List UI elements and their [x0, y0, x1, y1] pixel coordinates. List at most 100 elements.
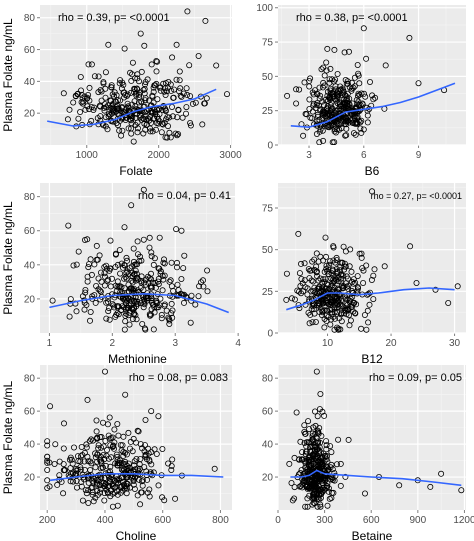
- data-point: [177, 85, 184, 92]
- data-point: [95, 286, 102, 293]
- data-point: [335, 278, 342, 285]
- data-point: [97, 453, 104, 460]
- data-point: [327, 65, 334, 72]
- data-point: [112, 251, 119, 258]
- data-point: [327, 87, 334, 94]
- data-point: [117, 441, 124, 448]
- data-point: [175, 131, 182, 138]
- data-point: [79, 471, 86, 478]
- data-point: [153, 68, 160, 75]
- data-point: [166, 315, 173, 322]
- chart-panel-3: 1 2 3 4 20 40 60 80 rho = 0.04, p= 0.41 Methionin…: [1, 183, 241, 366]
- data-point: [168, 466, 175, 473]
- data-points: [284, 25, 448, 145]
- data-point: [159, 494, 166, 501]
- data-point: [340, 99, 347, 106]
- data-point: [284, 92, 291, 99]
- data-point: [160, 256, 167, 263]
- data-point: [121, 466, 128, 473]
- data-point: [331, 477, 338, 484]
- data-point: [182, 110, 189, 117]
- data-point: [98, 97, 105, 104]
- data-point: [315, 438, 322, 445]
- data-point: [146, 493, 153, 500]
- data-point: [133, 92, 140, 99]
- data-point: [366, 79, 373, 86]
- data-point: [348, 268, 355, 275]
- data-point: [71, 444, 78, 451]
- data-point: [201, 100, 208, 107]
- data-point: [370, 296, 377, 303]
- data-point: [357, 119, 364, 126]
- data-point: [310, 91, 317, 98]
- plot-area: [40, 5, 232, 145]
- y-tick-label: 60: [24, 226, 36, 237]
- data-point: [101, 107, 108, 114]
- data-point: [350, 276, 357, 283]
- data-point: [314, 446, 321, 453]
- data-point: [326, 123, 333, 130]
- data-point: [113, 476, 120, 483]
- data-point: [371, 266, 378, 273]
- data-point: [296, 270, 303, 277]
- data-point: [140, 236, 147, 243]
- data-point: [121, 45, 128, 52]
- data-point: [334, 92, 341, 99]
- data-point: [355, 72, 362, 79]
- data-point: [328, 461, 335, 468]
- y-tick-label: 0: [267, 141, 273, 152]
- data-point: [356, 91, 363, 98]
- data-point: [77, 74, 84, 81]
- data-point: [298, 467, 305, 474]
- data-point: [114, 420, 121, 427]
- data-point: [304, 503, 311, 510]
- data-point: [335, 436, 342, 443]
- data-point: [344, 118, 351, 125]
- data-point: [148, 109, 155, 116]
- data-point: [326, 261, 333, 268]
- data-point: [73, 261, 80, 268]
- data-points: [283, 188, 461, 333]
- data-point: [322, 234, 329, 241]
- data-point: [341, 96, 348, 103]
- data-point: [134, 427, 141, 434]
- data-point: [86, 438, 93, 445]
- data-point: [77, 458, 84, 465]
- data-point: [119, 292, 126, 299]
- data-point: [44, 457, 51, 464]
- data-point: [101, 490, 108, 497]
- data-point: [101, 104, 108, 111]
- plot-area: [278, 5, 466, 145]
- data-point: [316, 128, 323, 135]
- data-point: [67, 470, 74, 477]
- data-point: [81, 466, 88, 473]
- data-point: [67, 465, 74, 472]
- data-point: [78, 99, 85, 106]
- data-point: [181, 252, 188, 259]
- data-point: [183, 104, 190, 111]
- data-point: [149, 128, 156, 135]
- data-point: [127, 89, 134, 96]
- data-point: [60, 461, 67, 468]
- data-point: [320, 102, 327, 109]
- data-point: [310, 278, 317, 285]
- data-point: [148, 408, 155, 415]
- data-point: [124, 298, 131, 305]
- data-point: [173, 76, 180, 83]
- correlation-annotation: rho = 0.04, p= 0.41: [138, 190, 231, 202]
- data-point: [82, 487, 89, 494]
- data-point: [204, 267, 211, 274]
- data-point: [154, 96, 161, 103]
- data-point: [336, 267, 343, 274]
- data-point: [148, 253, 155, 260]
- x-tick-label: 30: [449, 338, 461, 349]
- data-point: [101, 497, 108, 504]
- data-point: [141, 86, 148, 93]
- data-point: [82, 286, 89, 293]
- data-point: [44, 453, 51, 460]
- data-point: [176, 88, 183, 95]
- data-point: [84, 236, 91, 243]
- data-point: [134, 251, 141, 258]
- data-point: [88, 271, 95, 278]
- data-point: [309, 303, 316, 310]
